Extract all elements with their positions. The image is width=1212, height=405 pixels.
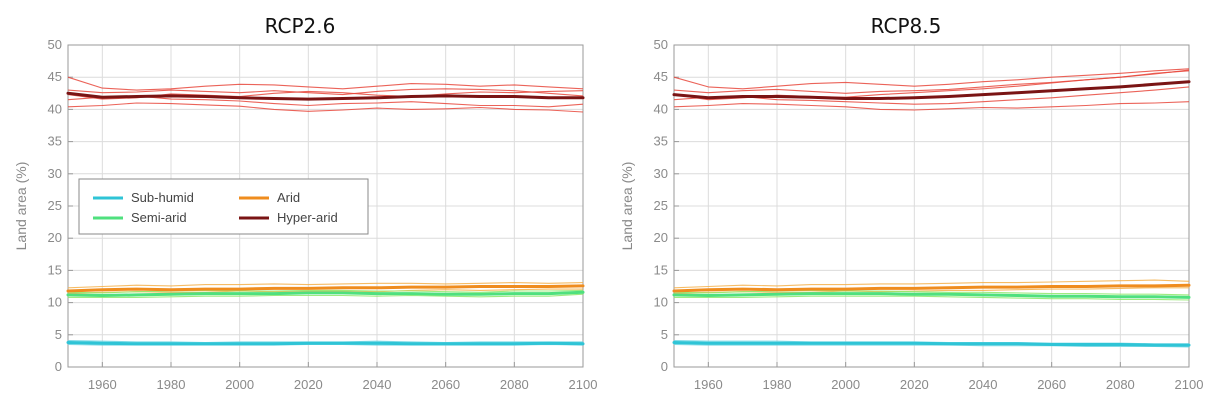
y-tick-label: 30 — [654, 166, 668, 181]
y-tick-label: 40 — [654, 101, 668, 116]
x-tick-label: 2040 — [969, 377, 998, 392]
series-line-arid — [66, 284, 585, 293]
series-line-hyper-arid — [66, 91, 585, 101]
chart-title: RCP2.6 — [264, 14, 336, 38]
x-tick-label: 2000 — [225, 377, 254, 392]
y-tick-label: 15 — [48, 262, 62, 277]
chart-panel-rcp26: RCP2.6 0 5 10 15 20 25 30 35 40 45 50 1960 1980 2000 2… — [0, 0, 600, 405]
y-tick-label: 40 — [48, 101, 62, 116]
member-line-sub-humid — [673, 343, 1190, 348]
x-tick-label: 2080 — [1106, 377, 1135, 392]
y-tick-label: 10 — [654, 295, 668, 310]
y-tick-label: 0 — [661, 359, 668, 374]
member-line-arid — [673, 279, 1190, 289]
series-line-semi-arid — [66, 290, 585, 297]
member-line-hyper-arid — [67, 76, 584, 91]
series-line-arid — [672, 283, 1191, 293]
x-tick-label: 2060 — [1037, 377, 1066, 392]
member-line-arid — [67, 288, 583, 295]
x-tick-label: 2000 — [831, 377, 860, 392]
y-tick-label: 45 — [48, 69, 62, 84]
member-line-hyper-arid — [673, 68, 1190, 90]
member-line-semi-arid — [673, 289, 1190, 296]
member-line-semi-arid — [674, 295, 1190, 301]
y-axis-label: Land area (%) — [13, 162, 29, 251]
x-tick-label: 2060 — [431, 377, 460, 392]
legend-label: Arid — [277, 190, 300, 205]
y-tick-label: 45 — [654, 69, 668, 84]
y-tick-label: 50 — [654, 37, 668, 52]
y-tick-label: 20 — [654, 230, 668, 245]
x-tick-label: 2100 — [569, 377, 598, 392]
member-line-hyper-arid — [67, 102, 584, 113]
x-tick-label: 1980 — [763, 377, 792, 392]
member-line-semi-arid — [67, 289, 584, 294]
series-line-semi-arid — [672, 292, 1191, 299]
series-line-sub-humid — [672, 341, 1191, 347]
member-line-hyper-arid — [673, 101, 1190, 111]
legend: Sub-humid Arid Semi-arid Hyper-arid — [78, 178, 369, 235]
member-line-arid — [67, 282, 584, 289]
chart-plot: 0 5 10 15 20 25 30 35 40 45 50 1960 1980 2000 2020 2040… — [619, 37, 1204, 392]
x-tick-label: 1960 — [694, 377, 723, 392]
x-tick-label: 2080 — [500, 377, 529, 392]
y-tick-label: 20 — [48, 230, 62, 245]
chart-plot: 0 5 10 15 20 25 30 35 40 45 50 1960 1980 2000 2020 2040… — [13, 37, 598, 392]
y-tick-label: 35 — [654, 134, 668, 149]
x-tick-label: 2040 — [363, 377, 392, 392]
ensemble-members — [673, 68, 1190, 348]
y-tick-label: 0 — [55, 359, 62, 374]
legend-label: Semi-arid — [131, 210, 187, 225]
series-lines — [66, 91, 585, 346]
y-tick-label: 10 — [48, 295, 62, 310]
y-tick-label: 35 — [48, 134, 62, 149]
x-tick-label: 2020 — [900, 377, 929, 392]
member-line-arid — [673, 287, 1189, 295]
legend-label: Hyper-arid — [277, 210, 338, 225]
member-line-hyper-arid — [67, 88, 584, 97]
y-tick-label: 15 — [654, 262, 668, 277]
legend-label: Sub-humid — [131, 190, 194, 205]
y-axis-label: Land area (%) — [619, 162, 635, 251]
series-line-hyper-arid — [672, 80, 1191, 100]
y-tick-label: 25 — [48, 198, 62, 213]
y-tick-label: 5 — [661, 327, 668, 342]
x-tick-label: 2020 — [294, 377, 323, 392]
series-line-sub-humid — [66, 341, 585, 346]
member-line-hyper-arid — [673, 86, 1190, 105]
series-lines — [672, 80, 1191, 347]
member-line-semi-arid — [68, 293, 584, 298]
x-tick-label: 2100 — [1175, 377, 1204, 392]
chart-panel-rcp85: RCP8.5 0 5 10 15 20 25 30 35 40 45 50 1960 1980 2000 2… — [606, 0, 1206, 405]
x-tick-label: 1960 — [88, 377, 117, 392]
y-tick-label: 30 — [48, 166, 62, 181]
legend-box — [78, 178, 369, 235]
y-tick-label: 5 — [55, 327, 62, 342]
y-tick-label: 25 — [654, 198, 668, 213]
y-tick-label: 50 — [48, 37, 62, 52]
x-tick-label: 1980 — [157, 377, 186, 392]
chart-title: RCP8.5 — [870, 14, 942, 38]
